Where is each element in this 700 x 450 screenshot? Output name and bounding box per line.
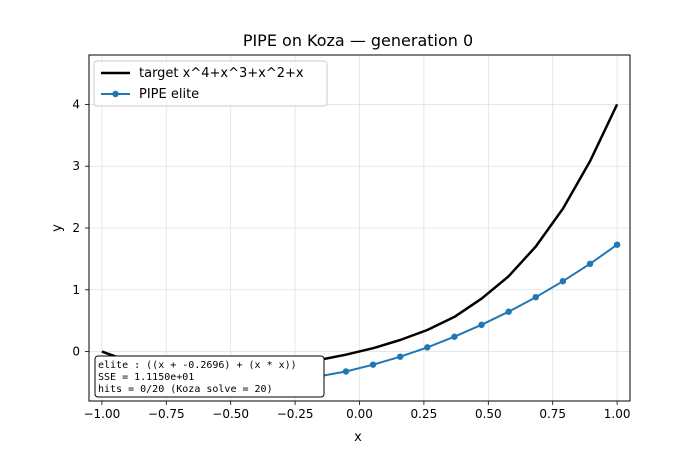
x-tick-label: −0.75 <box>148 407 185 421</box>
y-tick-label: 0 <box>72 345 80 359</box>
annotation-box: elite : ((x + -0.2696) + (x * x)) SSE = … <box>94 355 325 398</box>
elite-data-point <box>396 353 404 360</box>
elite-data-point <box>478 321 485 329</box>
elite-data-point <box>424 344 431 351</box>
chart-title: PIPE on Koza — generation 0 <box>243 31 473 50</box>
elite-data-point <box>451 333 458 340</box>
x-tick-label: −1.00 <box>83 407 120 421</box>
x-tick-label: 0.00 <box>346 407 373 421</box>
annotation-line-sse: SSE = 1.1150e+01 <box>98 372 194 383</box>
x-tick-label: 1.00 <box>604 407 631 421</box>
y-axis-label: y <box>50 224 65 232</box>
legend: target x^4+x^3+x^2+x PIPE elite <box>93 60 328 107</box>
y-tick-label: 4 <box>72 97 80 111</box>
annotation-frame <box>94 355 325 398</box>
annotation-line-hits: hits = 0/20 (Koza solve = 20) <box>98 384 273 395</box>
elite-data-point <box>505 308 512 315</box>
x-tick-label: 0.25 <box>411 407 438 421</box>
x-axis-label: x <box>354 430 362 445</box>
y-tick-label: 3 <box>72 159 80 173</box>
legend-target-label: target x^4+x^3+x^2+x <box>139 66 304 81</box>
x-tick-label: 0.75 <box>539 407 566 421</box>
y-tick-label: 1 <box>72 283 80 297</box>
elite-data-point <box>613 241 621 248</box>
annotation-line-elite: elite : ((x + -0.2696) + (x * x)) <box>98 360 297 371</box>
x-tick-label: −0.25 <box>277 407 314 421</box>
elite-data-point <box>532 294 539 301</box>
legend-elite-marker <box>112 90 119 98</box>
legend-box <box>93 60 328 107</box>
x-tick-label: −0.50 <box>212 407 249 421</box>
elite-data-point <box>342 368 350 375</box>
x-tick-label: 0.50 <box>475 407 502 421</box>
elite-data-point <box>559 277 567 285</box>
elite-data-point <box>586 260 594 268</box>
legend-elite-label: PIPE elite <box>139 87 199 102</box>
axis-ticks: −1.00 −0.75 −0.50 −0.25 0.00 0.25 0.50 0.75 1.00… <box>72 97 630 421</box>
elite-data-point <box>369 361 377 368</box>
y-tick-label: 2 <box>72 221 80 235</box>
